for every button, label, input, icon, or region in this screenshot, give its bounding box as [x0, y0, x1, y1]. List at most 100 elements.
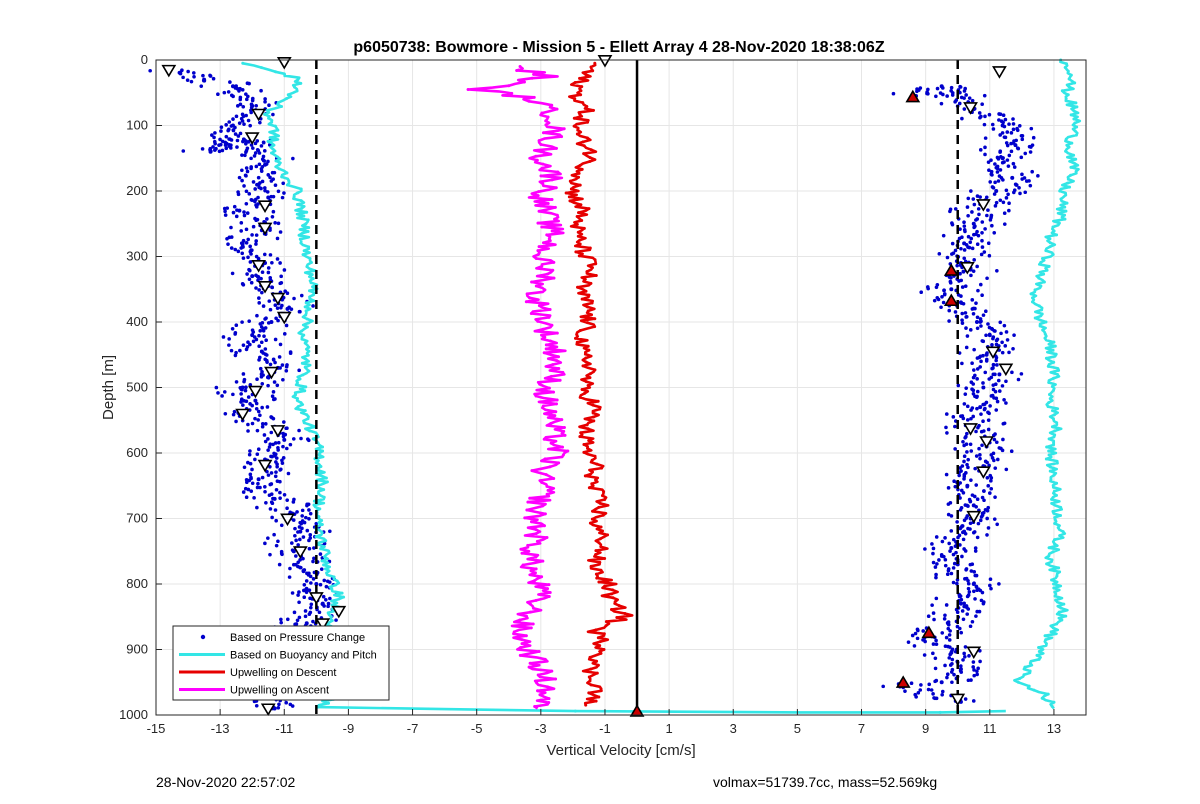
pressure-point	[258, 329, 263, 333]
x-tick-label: 5	[794, 721, 801, 736]
pressure-point	[998, 168, 1003, 172]
series-point	[325, 571, 329, 575]
series-point	[311, 285, 315, 289]
series-point	[1053, 590, 1057, 594]
pressure-point	[285, 291, 290, 296]
series-point	[554, 146, 558, 150]
legend-label: Based on Buoyancy and Pitch	[230, 650, 377, 662]
pressure-point	[244, 139, 248, 143]
pressure-point	[278, 479, 282, 484]
pressure-point	[993, 204, 998, 208]
pressure-point	[219, 125, 224, 129]
pressure-point	[247, 452, 252, 457]
series-point	[311, 437, 315, 441]
series-point	[1047, 437, 1051, 441]
pressure-point	[974, 614, 978, 618]
pressure-point	[997, 582, 1001, 586]
y-axis-label: Depth [m]	[100, 355, 117, 420]
y-tick-label: 200	[126, 183, 148, 198]
series-point	[285, 183, 289, 187]
pressure-point	[926, 87, 930, 92]
pressure-point	[218, 142, 223, 147]
pressure-point	[950, 657, 955, 662]
pressure-point	[251, 224, 256, 229]
pressure-point	[933, 666, 938, 671]
pressure-point	[995, 268, 999, 273]
triangle-down-marker	[959, 261, 975, 275]
pressure-point	[317, 610, 322, 615]
pressure-point	[961, 301, 966, 306]
pressure-point	[278, 468, 282, 472]
y-tick-label: 500	[126, 380, 148, 395]
series-point	[311, 293, 315, 297]
pressure-point	[969, 236, 974, 241]
pressure-point	[282, 191, 286, 195]
series-point	[1062, 602, 1066, 606]
x-tick-label: -1	[599, 721, 611, 736]
pressure-point	[947, 656, 952, 660]
legend-label: Based on Pressure Change	[230, 632, 365, 644]
series-point	[543, 457, 547, 461]
pressure-point	[1002, 222, 1007, 226]
series-point	[584, 289, 588, 293]
pressure-point	[239, 221, 244, 225]
series-point	[581, 101, 585, 105]
series-point	[578, 435, 582, 439]
pressure-point	[260, 179, 265, 184]
series-point	[1050, 578, 1054, 582]
pressure-point	[269, 430, 274, 435]
pressure-point	[288, 351, 293, 355]
pressure-point	[242, 184, 246, 188]
series-point	[938, 710, 942, 714]
pressure-point	[940, 689, 945, 694]
series-point	[285, 171, 289, 175]
pressure-point	[273, 508, 278, 512]
y-tick-label: 800	[126, 576, 148, 591]
pressure-point	[975, 264, 979, 269]
pressure-point	[1004, 196, 1009, 200]
pressure-point	[997, 389, 1002, 393]
pressure-point	[978, 148, 983, 152]
pressure-point	[925, 91, 929, 96]
series-point	[305, 210, 309, 214]
pressure-point	[958, 90, 962, 95]
legend: Based on Pressure Change Based on Buoyanc…	[172, 625, 390, 701]
pressure-point	[240, 88, 245, 92]
series-point	[300, 337, 304, 341]
pressure-point	[229, 138, 234, 142]
triangle-down-marker	[251, 260, 267, 273]
series-point	[1029, 292, 1033, 296]
pressure-point	[148, 68, 152, 73]
pressure-point	[995, 170, 1000, 174]
series-point	[528, 610, 532, 614]
series-point	[541, 327, 545, 331]
pressure-point	[962, 248, 967, 252]
series-point	[1063, 65, 1067, 69]
triangle-down-marker	[292, 546, 308, 559]
series-point	[540, 575, 544, 579]
series-point	[579, 203, 583, 207]
pressure-point	[967, 654, 971, 658]
pressure-point	[305, 528, 310, 533]
pressure-point	[249, 156, 253, 161]
pressure-point	[950, 252, 954, 256]
pressure-point	[254, 103, 258, 108]
pressure-point	[989, 476, 994, 480]
pressure-point	[953, 447, 957, 451]
pressure-point	[982, 93, 987, 98]
pressure-point	[962, 651, 966, 656]
series-point	[1073, 121, 1077, 125]
series-point	[580, 167, 584, 171]
series-point	[589, 148, 593, 152]
series-point	[573, 81, 577, 85]
pressure-point	[326, 604, 330, 609]
pressure-point	[309, 605, 313, 610]
triangle-up-marker	[943, 263, 959, 276]
series-point	[593, 454, 597, 458]
pressure-point	[923, 639, 927, 644]
pressure-point	[224, 123, 228, 127]
series-point	[524, 614, 528, 618]
pressure-point	[975, 497, 980, 502]
pressure-point	[946, 622, 951, 627]
pressure-point	[953, 248, 958, 253]
